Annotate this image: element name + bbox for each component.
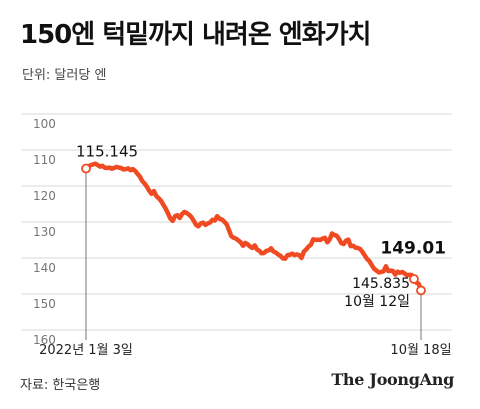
data-label: 149.01 (380, 238, 446, 258)
end-point-marker (416, 285, 426, 296)
low-point-marker (409, 274, 419, 284)
x-tick-label: 10월 18일 (390, 343, 451, 358)
unit-label: 단위: 달러당 엔 (22, 68, 107, 83)
y-tick-label: 120 (33, 189, 56, 203)
data-label: 115.145 (76, 143, 138, 161)
y-tick-label: 150 (33, 297, 56, 311)
data-label-date: 10월 12일 (344, 294, 410, 310)
start-point-marker (81, 163, 91, 174)
brand-logo: The JoongAng (331, 370, 454, 389)
y-tick-label: 110 (33, 153, 56, 167)
data-label: 145.835 (352, 276, 410, 292)
y-tick-label: 130 (33, 225, 56, 239)
source-label: 자료: 한국은행 (20, 378, 101, 393)
y-tick-label: 160 (33, 333, 56, 347)
y-tick-label: 100 (33, 117, 56, 131)
chart-title: 150엔 턱밑까지 내려온 엔화가치 (20, 20, 371, 50)
y-tick-label: 140 (33, 261, 56, 275)
x-tick-label: 2022년 1월 3일 (39, 343, 133, 358)
series-line (83, 161, 424, 293)
